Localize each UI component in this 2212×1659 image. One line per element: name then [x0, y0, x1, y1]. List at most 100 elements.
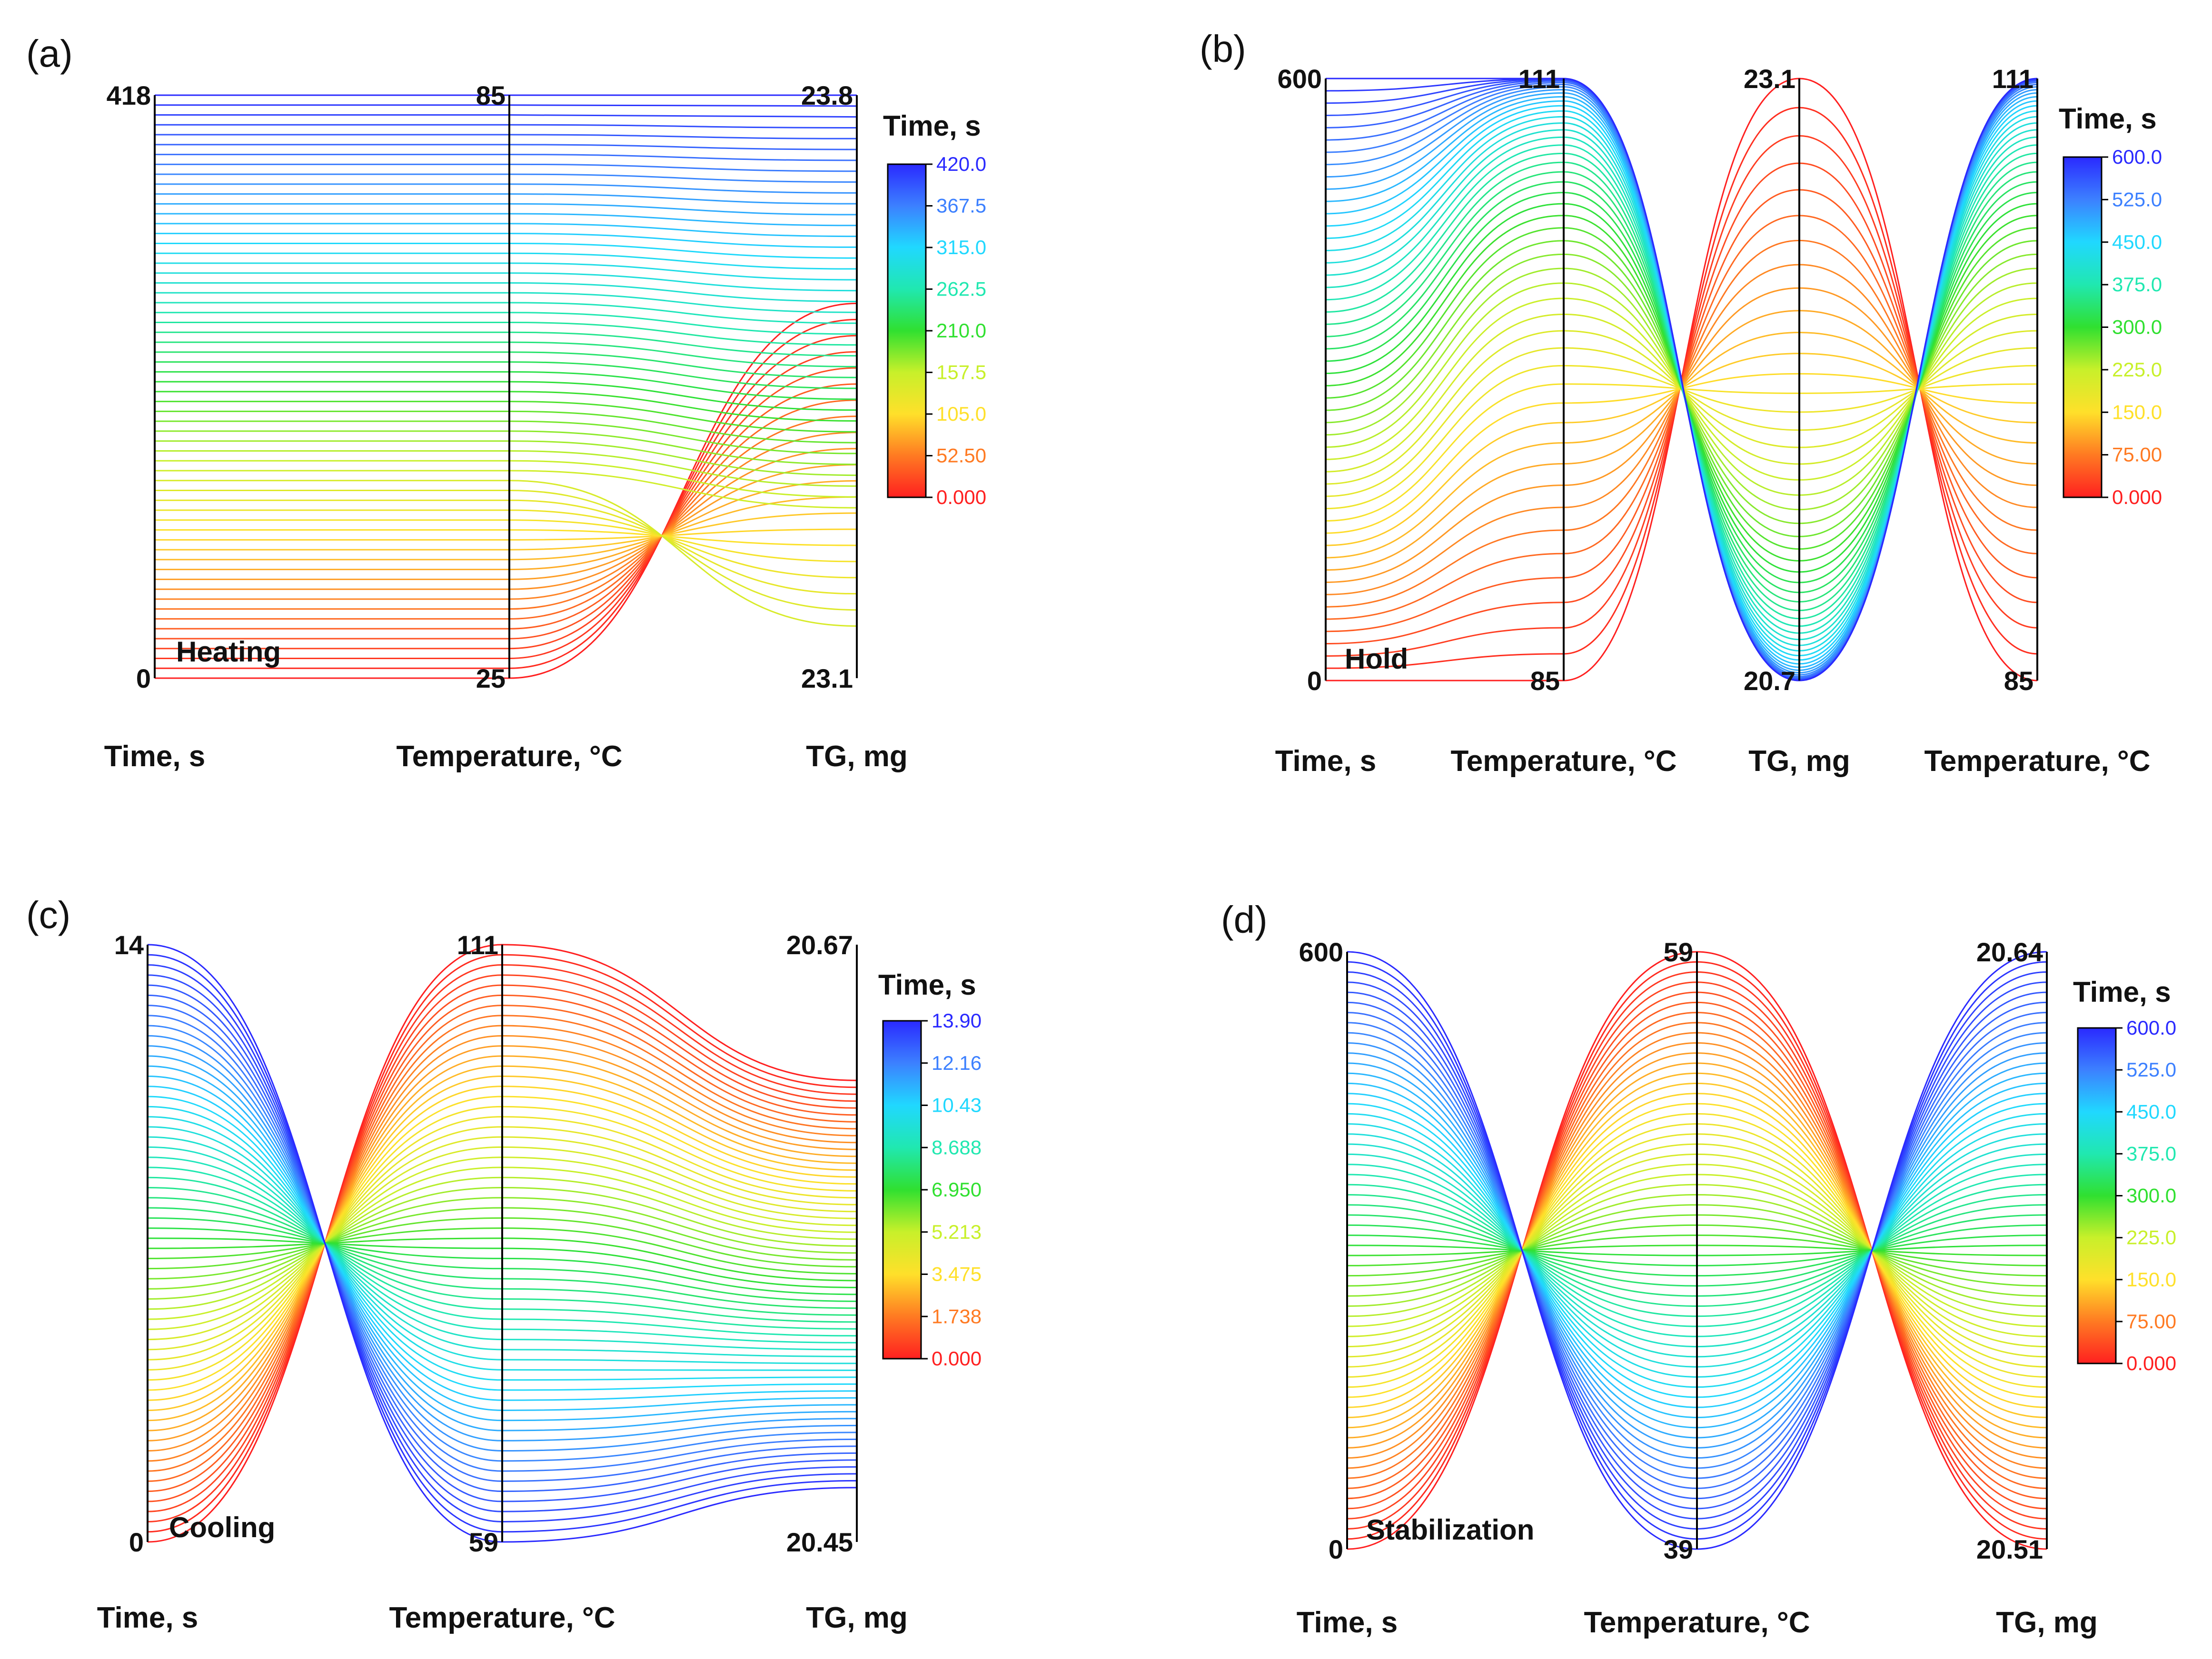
polyline-c-43	[147, 1106, 857, 1381]
colorbar-tick-label-a-7: 367.5	[936, 195, 986, 217]
polyline-a-53	[155, 154, 857, 161]
colorbar-tick-label-a-5: 262.5	[936, 278, 986, 300]
colorbar-tick-label-d-1: 75.00	[2126, 1310, 2176, 1333]
axis-max-d-1: 59	[1664, 937, 1693, 967]
colorbar-d	[2077, 1027, 2117, 1364]
colorbar-tick-label-a-0: 0.000	[936, 486, 986, 508]
polyline-a-49	[155, 193, 857, 205]
colorbar-b	[2063, 156, 2103, 498]
axis-max-a-1: 85	[476, 80, 506, 110]
polyline-c-19	[147, 1136, 857, 1351]
axis-label-d-0: Time, s	[1297, 1606, 1398, 1639]
polyline-a-52	[155, 163, 857, 172]
axis-label-d-2: TG, mg	[1996, 1606, 2098, 1639]
panel-d: (d) 600 0 Time, s 59 39 Temperature, °C 20.64 20…	[1221, 899, 2176, 1639]
axis-max-b-1: 111	[1518, 64, 1560, 94]
axis-label-b-0: Time, s	[1275, 745, 1377, 778]
colorbar-tick-label-a-2: 105.0	[936, 403, 986, 425]
colorbar-tick-label-a-6: 315.0	[936, 236, 986, 258]
colorbar-c	[882, 1020, 922, 1360]
polyline-c-10	[147, 1045, 857, 1442]
polyline-b-11	[1325, 353, 2038, 546]
polyline-c-38	[147, 1156, 857, 1343]
polyline-c-46	[147, 1076, 857, 1411]
polyline-c-40	[147, 1136, 857, 1357]
polyline-a-1	[155, 318, 857, 669]
polyline-b-5	[1325, 215, 2038, 620]
polylines-c	[147, 944, 857, 1543]
panel-label-d: (d)	[1221, 899, 1268, 941]
colorbar-tick-label-b-8: 600.0	[2112, 146, 2162, 168]
polyline-a-21	[155, 470, 857, 509]
polyline-c-9	[147, 1035, 857, 1452]
polyline-c-1	[147, 954, 857, 1533]
colorbar-title-c: Time, s	[878, 969, 976, 1001]
annotation-a: Heating	[176, 636, 281, 668]
colorbar-tick-label-d-3: 225.0	[2126, 1226, 2176, 1249]
colorbar-title-d: Time, s	[2073, 976, 2171, 1008]
colorbar-tick-label-d-5: 375.0	[2126, 1142, 2176, 1165]
colorbar-tick-label-d-6: 450.0	[2126, 1100, 2176, 1123]
colorbar-tick-label-b-0: 0.000	[2112, 486, 2162, 508]
colorbar-tick-label-c-0: 0.000	[932, 1347, 982, 1370]
polyline-b-13	[1325, 383, 2038, 522]
polyline-c-53	[147, 1005, 857, 1482]
polyline-b-0	[1326, 78, 2038, 681]
polyline-c-39	[147, 1146, 857, 1351]
annotation-c: Cooling	[169, 1511, 275, 1543]
polyline-c-13	[147, 1076, 857, 1411]
panel-c: (c) 14 0 Time, s 111 59 Temperature, °C 20.67 20…	[26, 894, 982, 1634]
polyline-a-50	[154, 183, 857, 194]
polyline-a-11	[155, 480, 857, 571]
polyline-c-42	[147, 1116, 857, 1371]
panel-b: (b) 600 0 Time, s 111 85 Temperature, °C 23.1 20…	[1200, 28, 2162, 778]
axis-min-c-1: 59	[469, 1527, 498, 1557]
colorbar-tick-label-d-7: 525.0	[2126, 1058, 2176, 1081]
colorbar-tick-label-c-7: 12.16	[932, 1052, 982, 1074]
colorbar-tick-label-b-6: 450.0	[2112, 231, 2162, 253]
axis-min-a-0: 0	[136, 663, 151, 693]
colorbar-a	[887, 163, 927, 498]
polyline-c-16	[147, 1106, 857, 1381]
polyline-c-51	[147, 1025, 857, 1462]
colorbar-tick-label-a-4: 210.0	[936, 319, 986, 342]
polyline-a-37	[154, 312, 857, 335]
colorbar-tick-label-d-8: 600.0	[2126, 1017, 2176, 1039]
polyline-c-8	[147, 1025, 857, 1462]
colorbar-tick-label-c-8: 13.90	[932, 1009, 982, 1032]
polyline-b-6	[1325, 239, 2038, 608]
axis-label-c-2: TG, mg	[806, 1601, 908, 1634]
axis-min-a-1: 25	[476, 663, 506, 693]
polyline-b-15	[1325, 347, 2038, 497]
colorbar-tick-label-c-4: 6.950	[932, 1178, 982, 1201]
axis-min-b-1: 85	[1530, 666, 1560, 696]
polyline-c-47	[147, 1065, 857, 1422]
axis-label-a-2: TG, mg	[806, 740, 908, 773]
axis-min-c-0: 0	[129, 1527, 144, 1557]
axis-min-b-0: 0	[1307, 666, 1322, 696]
panel-label-c: (c)	[26, 894, 70, 936]
polyline-a-16	[154, 519, 857, 563]
polyline-b-1	[1325, 107, 2038, 669]
colorbar-title-a: Time, s	[883, 110, 981, 142]
colorbar-tick-label-c-2: 3.475	[932, 1263, 982, 1285]
polyline-a-54	[154, 144, 857, 150]
axis-label-b-1: Temperature, °C	[1451, 745, 1677, 778]
polyline-a-56	[155, 124, 857, 128]
polyline-c-4	[147, 984, 857, 1502]
polyline-c-22	[147, 1166, 857, 1320]
polyline-a-4	[155, 367, 857, 640]
polyline-a-48	[155, 203, 857, 216]
colorbar-tick-label-c-6: 10.43	[932, 1094, 982, 1116]
axis-min-c-2: 20.45	[786, 1527, 853, 1557]
annotation-b: Hold	[1345, 643, 1408, 675]
polyline-a-46	[155, 223, 857, 237]
colorbar-title-b: Time, s	[2059, 103, 2157, 135]
colorbar-tick-label-c-1: 1.738	[932, 1305, 982, 1327]
polyline-c-50	[147, 1035, 857, 1452]
polyline-c-55	[147, 984, 857, 1502]
polyline-a-58	[155, 104, 857, 107]
axis-max-c-1: 111	[457, 930, 498, 960]
polyline-c-5	[147, 994, 857, 1492]
polyline-c-52	[147, 1015, 857, 1472]
